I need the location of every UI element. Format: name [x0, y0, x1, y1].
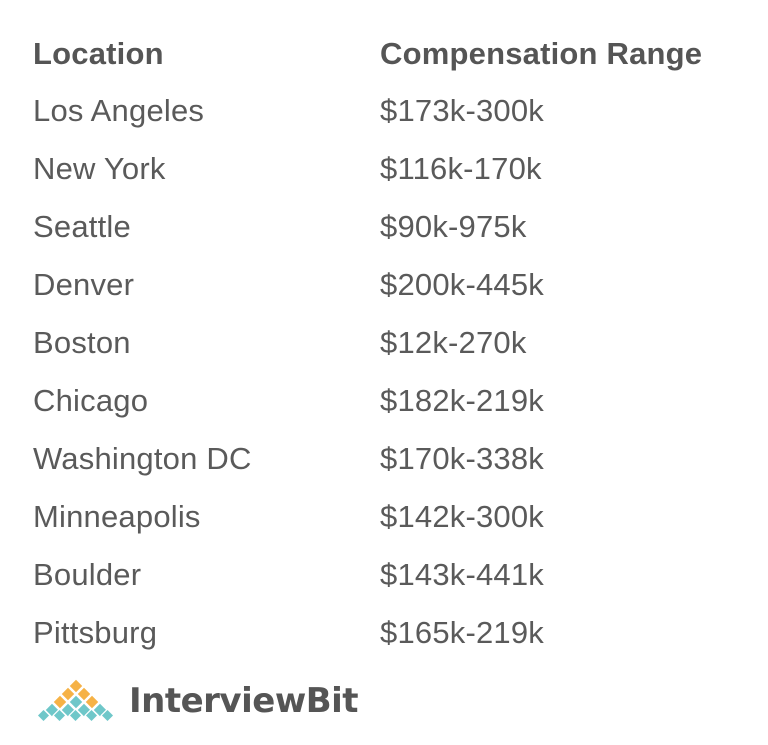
location-cell: Washington DC: [33, 441, 252, 476]
location-cell: Minneapolis: [33, 499, 201, 534]
table-row: Boston $12k-270k: [33, 314, 753, 372]
interviewbit-diamond-logo-icon: [33, 679, 121, 723]
compensation-cell: $90k-975k: [380, 209, 527, 244]
header-compensation: Compensation Range: [380, 36, 703, 71]
compensation-cell: $143k-441k: [380, 557, 545, 592]
location-cell: Los Angeles: [33, 93, 205, 128]
table-row: Pittsburg $165k-219k: [33, 604, 753, 662]
compensation-cell: $12k-270k: [380, 325, 527, 360]
location-cell: Pittsburg: [33, 615, 158, 650]
table-header-row: Location Compensation Range: [33, 26, 753, 82]
logo-text: InterviewBit: [129, 681, 359, 721]
location-cell: Seattle: [33, 209, 131, 244]
table-row: Washington DC $170k-338k: [33, 430, 753, 488]
compensation-cell: $142k-300k: [380, 499, 545, 534]
table-row: Minneapolis $142k-300k: [33, 488, 753, 546]
compensation-cell: $170k-338k: [380, 441, 545, 476]
location-cell: Boulder: [33, 557, 142, 592]
compensation-cell: $116k-170k: [380, 151, 542, 186]
location-cell: Denver: [33, 267, 135, 302]
table-row: Los Angeles $173k-300k: [33, 82, 753, 140]
header-location: Location: [33, 36, 164, 71]
table-row: Denver $200k-445k: [33, 256, 753, 314]
table-body: Los Angeles $173k-300k New York $116k-17…: [33, 82, 753, 662]
table-row: Seattle $90k-975k: [33, 198, 753, 256]
table-row: Chicago $182k-219k: [33, 372, 753, 430]
compensation-cell: $165k-219k: [380, 615, 545, 650]
compensation-cell: $200k-445k: [380, 267, 545, 302]
table-row: New York $116k-170k: [33, 140, 753, 198]
location-cell: New York: [33, 151, 166, 186]
compensation-cell: $182k-219k: [380, 383, 545, 418]
interviewbit-logo: InterviewBit: [33, 676, 359, 726]
location-cell: Boston: [33, 325, 131, 360]
table-row: Boulder $143k-441k: [33, 546, 753, 604]
compensation-table: Location Compensation Range Los Angeles …: [33, 26, 753, 662]
compensation-cell: $173k-300k: [380, 93, 545, 128]
location-cell: Chicago: [33, 383, 149, 418]
